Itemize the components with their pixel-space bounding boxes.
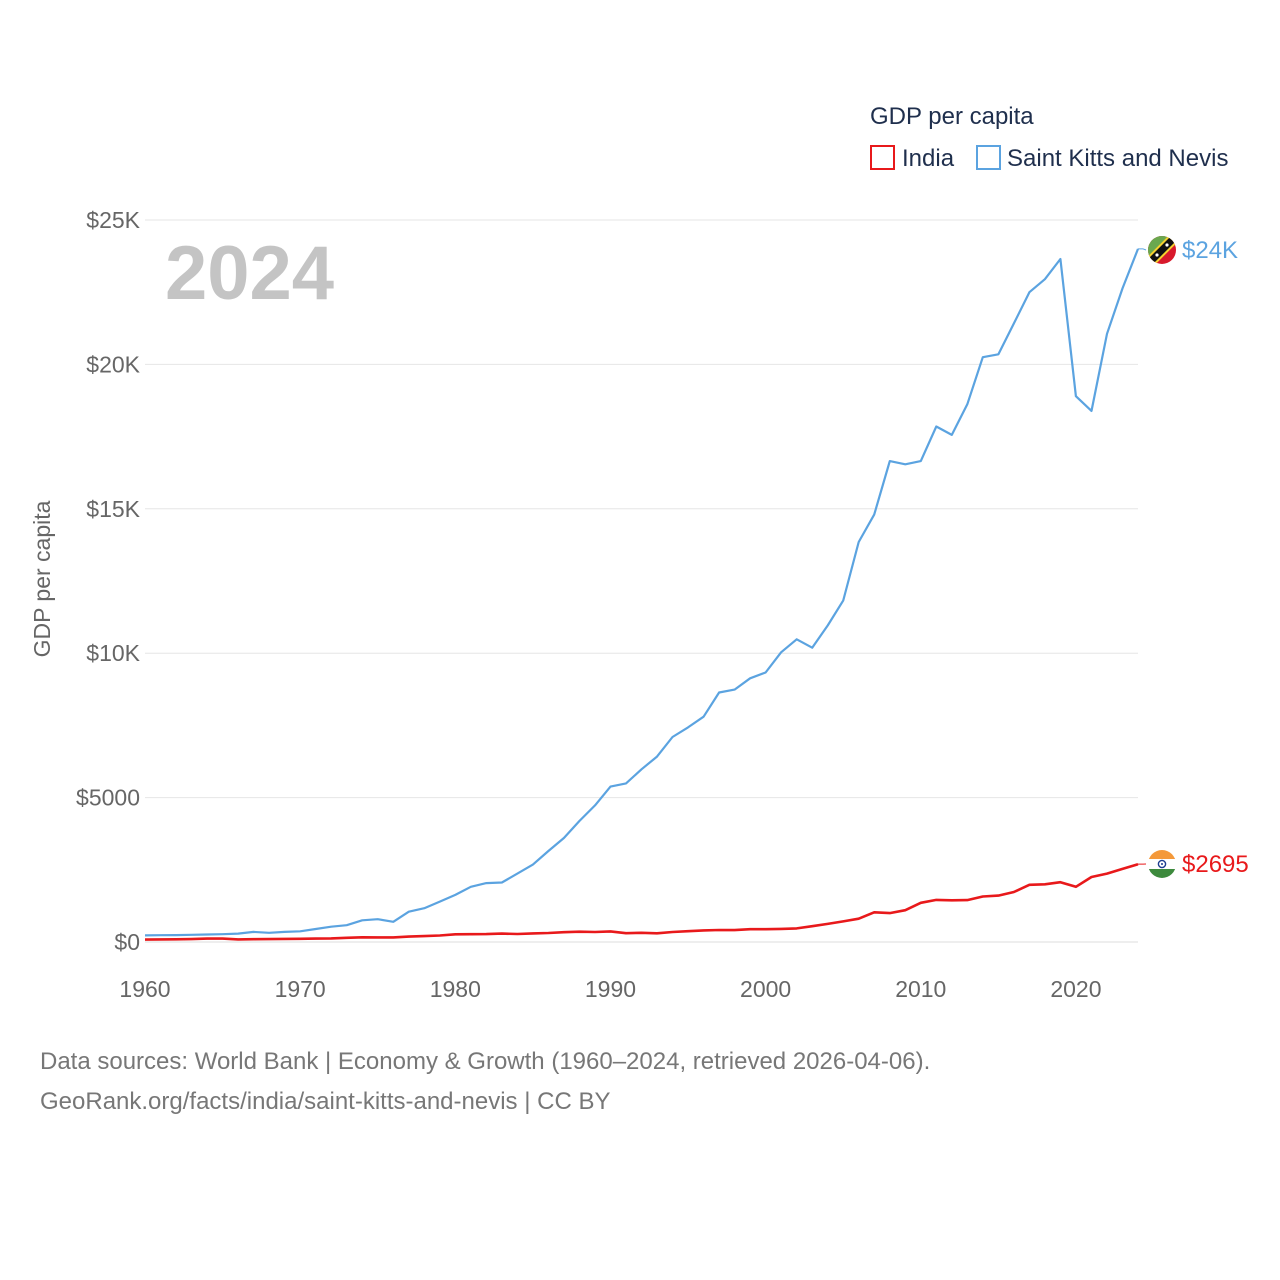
source-note: Data sources: World Bank | Economy & Gro…: [40, 1042, 930, 1122]
y-tick-label: $20K: [86, 351, 140, 377]
y-tick-label: $5000: [76, 785, 140, 811]
legend-label-saint-kitts-and-nevis: Saint Kitts and Nevis: [1007, 145, 1228, 172]
y-tick-labels: $0 $5000 $10K $15K $20K $25K: [76, 207, 141, 955]
gridlines: [145, 219, 1138, 799]
legend-swatch-saint-kitts-and-nevis: [976, 145, 1001, 170]
x-tick-label: 1960: [119, 976, 170, 1002]
end-label-saint-kitts-and-nevis: $24K: [1182, 237, 1238, 264]
source-line-2[interactable]: GeoRank.org/facts/india/saint-kitts-and-…: [40, 1088, 611, 1115]
legend-label-india: India: [902, 145, 955, 172]
india-flag-icon: [1148, 850, 1176, 878]
x-tick-label: 2020: [1050, 976, 1101, 1002]
legend-title: GDP per capita: [870, 103, 1034, 130]
legend-swatch-india: [870, 145, 895, 170]
series-line-saint-kitts-and-nevis[interactable]: [144, 248, 1140, 937]
y-tick-label: $0: [114, 929, 140, 955]
end-labels: $2695 $24K: [1138, 237, 1249, 878]
x-tick-label: 2010: [895, 976, 946, 1002]
year-label: 2024: [165, 231, 334, 316]
x-tick-label: 1980: [430, 976, 481, 1002]
series-lines: [144, 248, 1140, 941]
y-tick-label: $15K: [86, 496, 140, 522]
legend: GDP per capita India Saint Kitts and Nev…: [870, 103, 1228, 172]
y-axis-title: GDP per capita: [29, 500, 55, 657]
x-tick-label: 1970: [275, 976, 326, 1002]
legend-item-saint-kitts-and-nevis[interactable]: Saint Kitts and Nevis: [976, 145, 1228, 172]
x-tick-labels: 1960 1970 1980 1990 2000 2010 2020: [119, 976, 1101, 1002]
x-tick-label: 2000: [740, 976, 791, 1002]
end-label-india: $2695: [1182, 851, 1249, 878]
end-connector-saint-kitts-and-nevis: [1138, 248, 1147, 251]
y-tick-label: $25K: [86, 207, 140, 233]
saint-kitts-and-nevis-flag-icon: [1148, 236, 1176, 264]
series-line-india[interactable]: [144, 862, 1139, 941]
source-line-1: Data sources: World Bank | Economy & Gro…: [40, 1048, 931, 1075]
x-tick-label: 1990: [585, 976, 636, 1002]
y-tick-label: $10K: [86, 640, 140, 666]
legend-item-india[interactable]: India: [870, 145, 955, 172]
